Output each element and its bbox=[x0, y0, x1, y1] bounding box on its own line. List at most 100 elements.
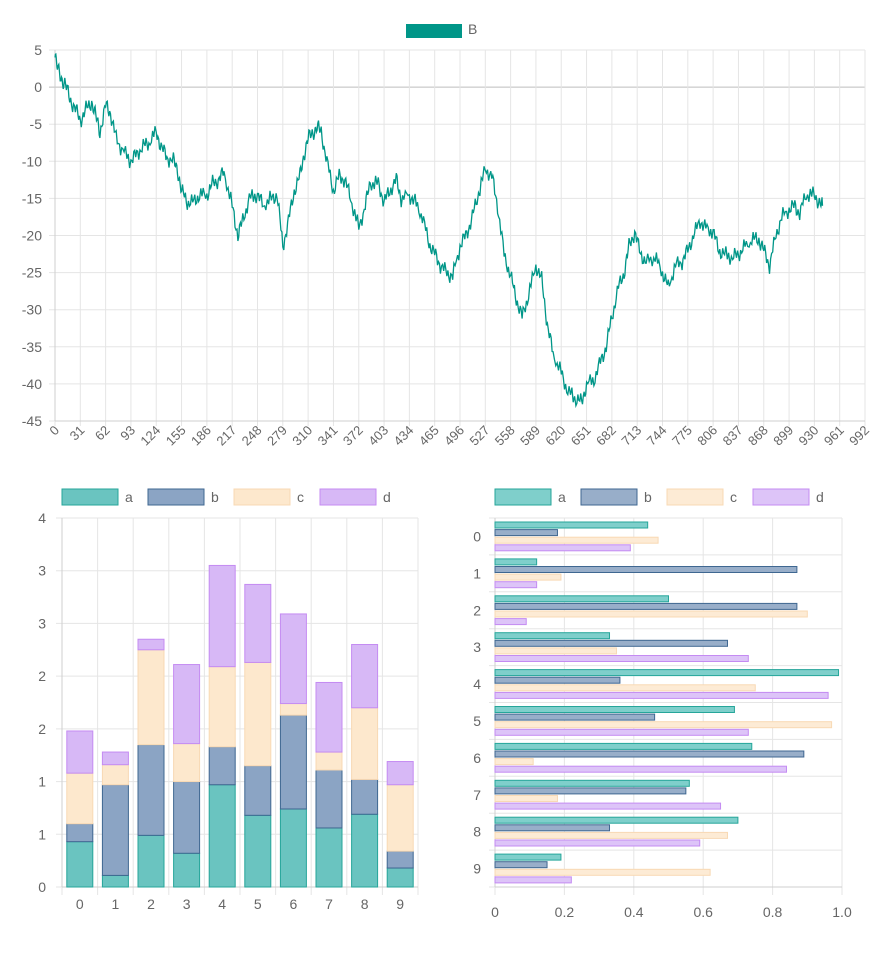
x-tick-label: 186 bbox=[188, 423, 214, 449]
hbar-b bbox=[494, 676, 621, 684]
stacked-bar-chart: a b c d 4 3 3 2 2 1 1 0 0 1 2 3 4 5 6 7 8 9 bbox=[38, 488, 419, 912]
x-tick-label: 6 bbox=[290, 896, 298, 912]
hbar-c bbox=[494, 610, 808, 618]
hbar-a bbox=[494, 521, 649, 529]
legend-swatch-b bbox=[580, 488, 638, 506]
hbar-b bbox=[494, 750, 805, 758]
hbar-d bbox=[494, 802, 722, 810]
x-tick-label: 4 bbox=[218, 896, 226, 912]
x-tick-label: 465 bbox=[416, 423, 442, 449]
hbar-c bbox=[494, 868, 711, 876]
hbar-a bbox=[494, 595, 669, 603]
x-tick-label: 744 bbox=[644, 423, 670, 449]
y-tick-label: -5 bbox=[30, 116, 43, 132]
x-tick-label: 775 bbox=[669, 423, 695, 449]
y-tick-label: -20 bbox=[22, 228, 42, 244]
y-tick-label: 5 bbox=[34, 42, 42, 58]
bar-b bbox=[351, 778, 379, 815]
hbar-b bbox=[494, 787, 687, 795]
bar-a bbox=[279, 808, 307, 888]
bar-c bbox=[351, 707, 379, 780]
y-tick-label: 0 bbox=[473, 528, 481, 544]
hbar-c bbox=[494, 758, 534, 766]
x-tick-label: 0 bbox=[76, 896, 84, 912]
legend-swatch-b bbox=[147, 488, 205, 506]
y-tick-label: 0 bbox=[38, 879, 46, 895]
bar-a bbox=[315, 827, 343, 888]
hbar-a bbox=[494, 669, 840, 677]
bar-b bbox=[66, 823, 94, 843]
x-tick-label: 0.2 bbox=[555, 904, 575, 920]
x-tick-label: 341 bbox=[315, 423, 341, 449]
x-tick-label: 1.0 bbox=[832, 904, 852, 920]
y-tick-label: 8 bbox=[473, 824, 481, 840]
bar-d bbox=[386, 761, 414, 786]
hbar-b bbox=[494, 602, 798, 610]
bar-c bbox=[101, 764, 129, 786]
legend-swatch-c bbox=[666, 488, 724, 506]
y-tick-label: -15 bbox=[22, 190, 42, 206]
hbar-b bbox=[494, 639, 728, 647]
x-tick-label: 124 bbox=[137, 423, 163, 449]
bar-b bbox=[208, 746, 236, 786]
bar-c bbox=[66, 772, 94, 825]
x-tick-label: 0.8 bbox=[763, 904, 783, 920]
x-tick-label: 155 bbox=[163, 423, 189, 449]
hbar-b bbox=[494, 713, 656, 721]
bar-b bbox=[279, 714, 307, 810]
y-tick-label: -40 bbox=[22, 376, 42, 392]
y-tick-label: 4 bbox=[38, 510, 46, 526]
legend-label-B: B bbox=[468, 21, 477, 37]
y-tick-label: 1 bbox=[38, 826, 46, 842]
y-tick-label: -30 bbox=[22, 302, 42, 318]
bar-b bbox=[137, 744, 165, 836]
legend-label-d: d bbox=[383, 489, 391, 505]
hbar-d bbox=[494, 655, 749, 662]
legend-swatch-d bbox=[319, 488, 377, 506]
legend-label-c: c bbox=[297, 489, 304, 505]
bar-c bbox=[315, 751, 343, 771]
y-tick-label: 0 bbox=[34, 79, 42, 95]
bar-b bbox=[173, 781, 201, 854]
bar-d bbox=[279, 613, 307, 705]
y-tick-label: 6 bbox=[473, 750, 481, 766]
line-chart: B50-5-10-15-20-25-30-35-40-450 31 62 93 124 1… bbox=[22, 21, 872, 449]
x-tick-label: 682 bbox=[593, 423, 619, 449]
legend-swatch-c bbox=[233, 488, 291, 506]
hbar-b bbox=[494, 824, 611, 832]
hbar-c bbox=[494, 684, 756, 692]
legend-label-a: a bbox=[558, 489, 566, 505]
hbar-c bbox=[494, 536, 659, 544]
x-tick-label: 589 bbox=[517, 423, 543, 449]
hbar-a bbox=[494, 632, 611, 640]
bar-a bbox=[101, 874, 129, 888]
x-tick-label: 8 bbox=[361, 896, 369, 912]
x-tick-label: 217 bbox=[213, 423, 239, 449]
hbar-d bbox=[494, 544, 631, 552]
series-line-B bbox=[54, 52, 824, 409]
y-tick-label: 5 bbox=[473, 713, 481, 729]
bar-c bbox=[279, 703, 307, 716]
y-tick-label: 2 bbox=[38, 721, 46, 737]
hbar-d bbox=[494, 876, 572, 884]
x-tick-label: 527 bbox=[466, 423, 492, 449]
x-tick-label: 7 bbox=[325, 896, 333, 912]
y-tick-label: 3 bbox=[38, 615, 46, 631]
x-tick-label: 403 bbox=[365, 423, 391, 449]
y-tick-label: -25 bbox=[22, 265, 42, 281]
y-tick-label: 2 bbox=[473, 602, 481, 618]
bar-c bbox=[173, 743, 201, 783]
hbar-d bbox=[494, 839, 701, 847]
y-tick-label: -10 bbox=[22, 153, 42, 169]
y-tick-label: 1 bbox=[38, 774, 46, 790]
bar-c bbox=[244, 661, 272, 767]
bar-d bbox=[173, 664, 201, 745]
x-tick-label: 31 bbox=[67, 423, 88, 444]
bar-c bbox=[208, 666, 236, 748]
x-tick-label: 310 bbox=[289, 423, 315, 449]
x-tick-label: 372 bbox=[340, 423, 366, 449]
bar-c bbox=[137, 649, 165, 746]
y-tick-label: 9 bbox=[473, 861, 481, 877]
hbar-b bbox=[494, 861, 548, 869]
bar-d bbox=[137, 638, 165, 651]
